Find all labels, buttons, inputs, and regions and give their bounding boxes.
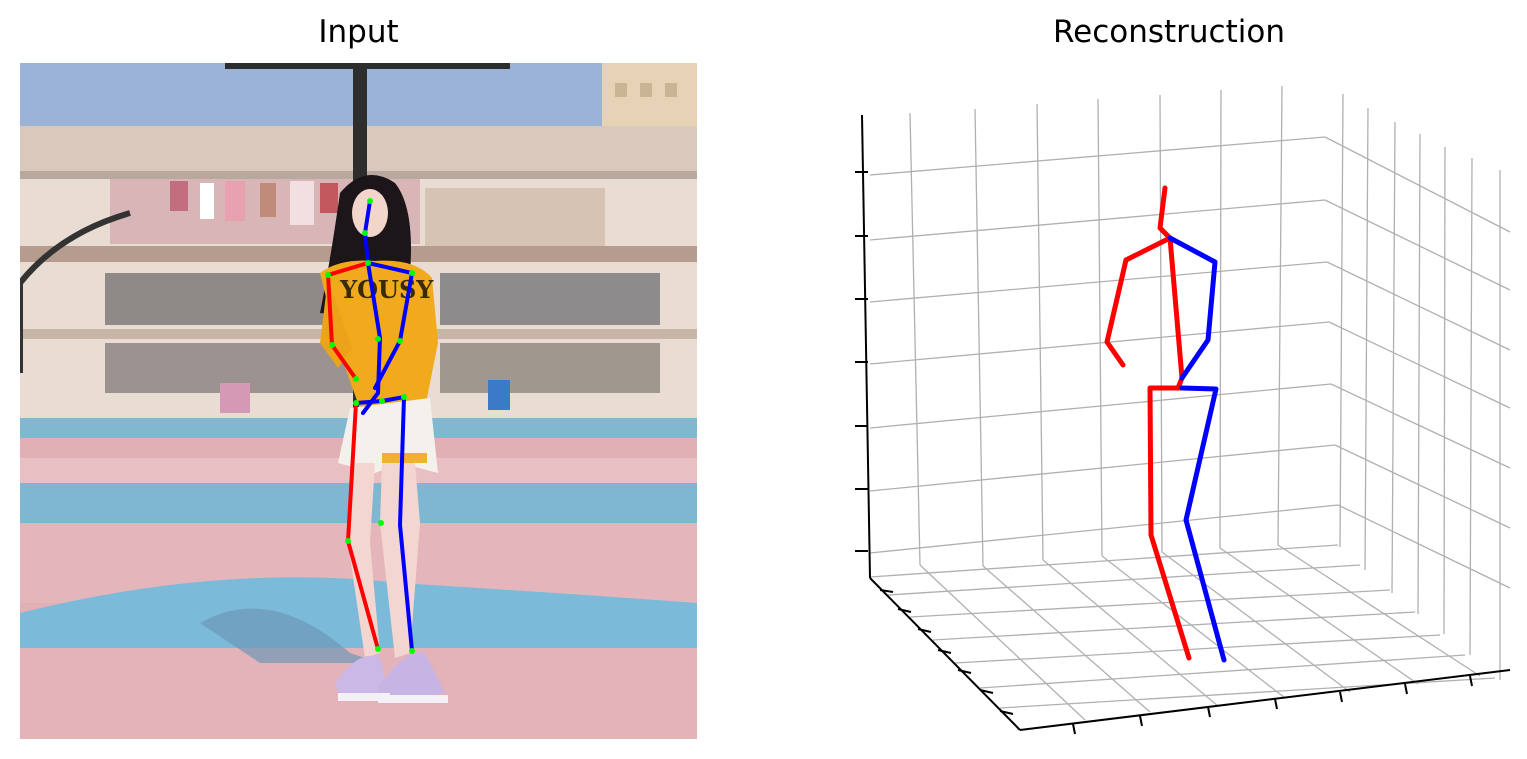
right-arm-3d: [1167, 235, 1218, 381]
x-axis: [1019, 669, 1511, 731]
skeleton-2d: [325, 199, 415, 653]
y-axis: [869, 577, 1021, 731]
right-leg-3d: [1179, 385, 1227, 663]
skeleton-spine: [361, 199, 383, 415]
axes: [855, 114, 1511, 735]
reconstruction-plot: [820, 60, 1520, 750]
left-leg-3d: [1147, 385, 1192, 661]
input-panel-title: Input: [318, 14, 399, 50]
left-arm-3d: [1104, 235, 1173, 368]
keypoints-2d: [325, 198, 415, 654]
reconstruction-3d-axes: [855, 85, 1511, 735]
reconstruction-panel-title: Reconstruction: [1052, 14, 1285, 50]
input-image: YOUSY: [20, 63, 697, 739]
right-arm-2d: [366, 261, 415, 390]
left-arm-2d: [325, 261, 370, 381]
z-axis: [861, 114, 871, 579]
spine-3d: [1157, 185, 1185, 391]
input-photo-scene: YOUSY: [20, 63, 697, 739]
svg-text:YOUSY: YOUSY: [339, 275, 434, 304]
skeleton-3d: [1104, 185, 1227, 663]
backboard-edge: [225, 63, 510, 69]
right-leg-2d: [380, 394, 414, 653]
distant-building: [602, 63, 697, 138]
grid-lines: [869, 85, 1511, 721]
